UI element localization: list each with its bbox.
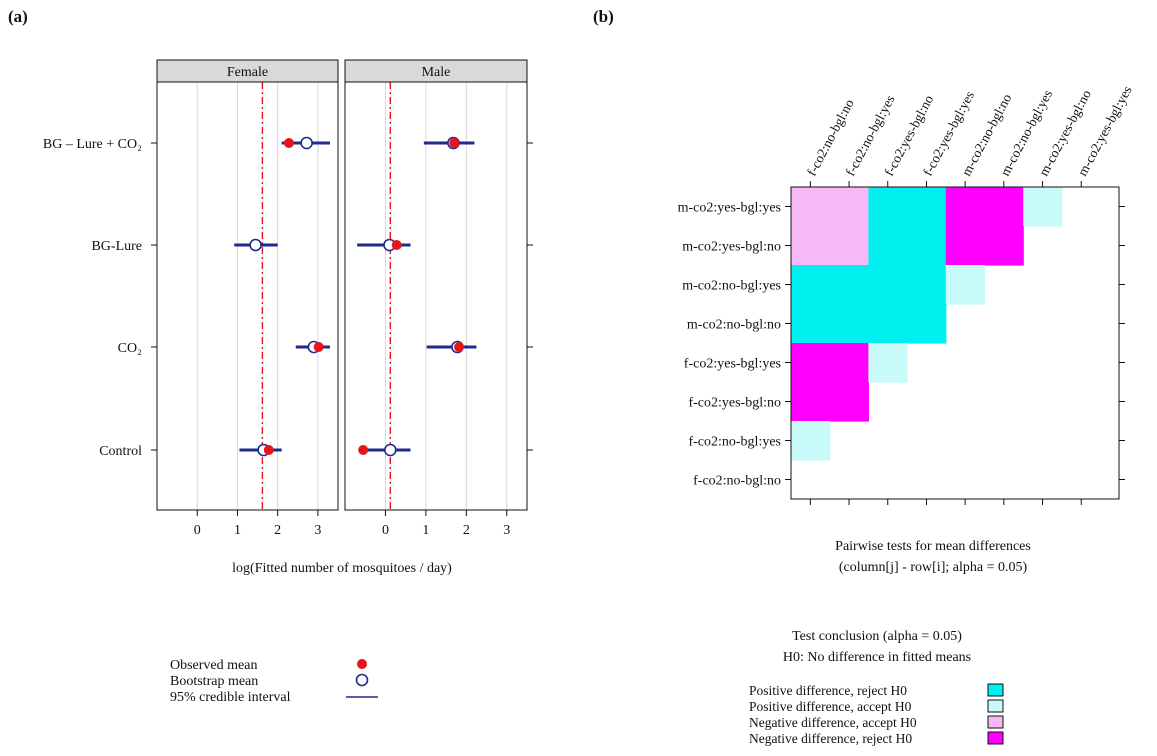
observed-mean-point [358,445,369,455]
heatmap-cell [984,187,1024,227]
panel-b-label: (b) [593,7,614,26]
panel-a-label: (a) [8,7,28,26]
facet-label: Female [227,65,268,80]
heatmap-cell [1023,187,1063,227]
row-label: m-co2:yes-bgl:no [682,240,781,255]
row-label: f-co2:no-bgl:yes [688,435,781,450]
legend-entry-label: Positive difference, accept H0 [749,699,912,714]
heatmap-cell [945,187,986,227]
facet-label: Male [422,65,451,80]
heatmap-cell [791,421,831,461]
heatmap-cell [791,265,831,305]
heatmap-cell [868,226,908,266]
legend-title-line2: H0: No difference in fitted means [783,650,971,665]
heatmap-cell [829,187,869,227]
legend-entry-label: Negative difference, accept H0 [749,715,917,730]
heatmap-cell [791,226,831,266]
heatmap-cell [907,226,947,266]
heatmap-cell [791,382,831,422]
bootstrap-mean-point [249,238,262,252]
heatmap-cell [791,343,831,383]
heatmap-cell [829,265,869,305]
legend-observed-label: Observed mean [170,658,257,673]
heatmap-cell [791,304,831,344]
y-category-label: BG – Lure + CO₂ [43,137,142,152]
heatmap-cell [829,226,869,266]
row-label: f-co2:yes-bgl:no [688,396,781,411]
pairwise-heatmap: f-co2:no-bgl:no m-co2:yes-bgl:yes f-co2:no… [678,83,1135,746]
heatmap-cell [907,265,947,305]
legend-bootstrap-label: Bootstrap mean [170,674,258,689]
legend-entry-swatch [987,683,1004,697]
x-tick-label: 0 [382,523,389,538]
row-label: f-co2:yes-bgl:yes [684,357,781,372]
x-axis-label: log(Fitted number of mosquitoes / day) [232,561,452,576]
observed-mean-point [263,445,274,455]
heatmap-frame [790,186,1120,500]
x-tick-label: 3 [314,523,321,538]
heatmap-cell [868,343,908,383]
facet-frame [344,81,528,511]
bootstrap-mean-point [300,136,313,150]
legend-bootstrap-marker [355,673,369,687]
x-tick-label: 2 [274,523,281,538]
row-label: m-co2:no-bgl:yes [682,279,781,294]
heatmap-cell [868,187,908,227]
heatmap-cell [829,304,869,344]
x-axis-label-line2: (column[j] - row[i]; alpha = 0.05) [839,560,1028,575]
legend-entry-label: Positive difference, reject H0 [749,683,907,698]
legend-observed-marker [357,659,367,669]
heatmap-cell [829,382,869,422]
heatmap-cell [907,304,947,344]
facet-frame [156,81,339,511]
legend-entry-label: Negative difference, reject H0 [749,731,912,746]
observed-mean-point [454,342,465,352]
row-label: f-co2:no-bgl:no [693,474,781,489]
row-label: m-co2:no-bgl:no [687,318,781,333]
x-tick-label: 1 [422,523,429,538]
heatmap-cell [868,304,908,344]
observed-mean-point [391,240,402,250]
heatmap-cell [868,265,908,305]
dot-interval-chart: Female 0 1 2 3 Male 0 1 2 3 BG – Lure + CO₂ BG-Lure… [43,59,533,705]
legend-entry-swatch [987,715,1004,729]
legend-title-line1: Test conclusion (alpha = 0.05) [792,629,962,644]
x-tick-label: 3 [503,523,510,538]
x-tick-label: 2 [463,523,470,538]
legend-entry-swatch [987,699,1004,713]
observed-mean-point [283,138,294,148]
x-tick-label: 1 [234,523,241,538]
legend-interval-label: 95% credible interval [170,690,291,705]
heatmap-cell [984,226,1024,266]
heatmap-cell [907,187,947,227]
row-label: m-co2:yes-bgl:yes [678,201,781,216]
legend-entry-swatch [987,731,1004,745]
heatmap-cell [829,343,869,383]
heatmap-cell [791,187,831,227]
y-category-label: Control [99,444,142,459]
y-category-label: CO₂ [118,341,142,356]
heatmap-cell [945,226,986,266]
observed-mean-point [449,138,460,148]
x-tick-label: 0 [194,523,201,538]
bootstrap-mean-point [383,443,397,457]
observed-mean-point [313,342,324,352]
heatmap-cell [945,265,986,305]
y-category-label: BG-Lure [91,239,142,254]
x-axis-label-line1: Pairwise tests for mean differences [835,539,1031,554]
